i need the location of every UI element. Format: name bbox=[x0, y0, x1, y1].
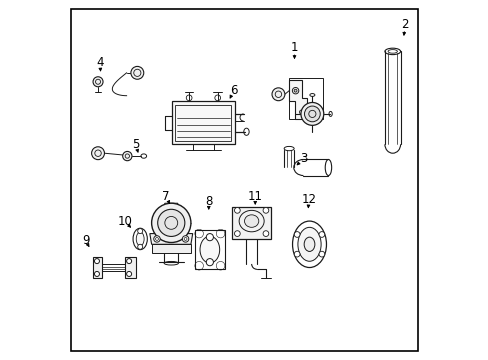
Circle shape bbox=[138, 229, 142, 234]
Circle shape bbox=[206, 258, 213, 266]
Circle shape bbox=[263, 231, 268, 237]
Polygon shape bbox=[288, 80, 306, 119]
Text: 7: 7 bbox=[162, 190, 169, 203]
Circle shape bbox=[234, 207, 240, 213]
Circle shape bbox=[304, 106, 320, 122]
Circle shape bbox=[206, 234, 213, 241]
Circle shape bbox=[93, 77, 103, 87]
Text: 4: 4 bbox=[96, 55, 103, 69]
Circle shape bbox=[318, 251, 324, 257]
Circle shape bbox=[126, 271, 131, 276]
Ellipse shape bbox=[244, 215, 258, 227]
Polygon shape bbox=[172, 102, 234, 144]
Circle shape bbox=[271, 88, 285, 101]
Circle shape bbox=[131, 66, 143, 79]
Circle shape bbox=[294, 231, 299, 237]
Circle shape bbox=[294, 89, 296, 92]
Circle shape bbox=[294, 251, 299, 257]
Circle shape bbox=[263, 207, 268, 213]
Circle shape bbox=[138, 244, 142, 249]
Text: 8: 8 bbox=[204, 195, 212, 208]
Circle shape bbox=[153, 236, 160, 242]
Polygon shape bbox=[151, 244, 190, 253]
Polygon shape bbox=[163, 203, 179, 210]
Circle shape bbox=[94, 271, 99, 276]
Text: 9: 9 bbox=[81, 234, 89, 247]
Ellipse shape bbox=[297, 227, 321, 261]
Polygon shape bbox=[149, 234, 192, 244]
Text: 12: 12 bbox=[301, 193, 316, 206]
Polygon shape bbox=[124, 257, 135, 278]
Text: 10: 10 bbox=[117, 215, 132, 228]
Circle shape bbox=[157, 209, 184, 237]
Ellipse shape bbox=[304, 237, 314, 251]
Circle shape bbox=[151, 203, 190, 243]
Circle shape bbox=[91, 147, 104, 159]
Circle shape bbox=[126, 258, 131, 264]
Ellipse shape bbox=[136, 232, 144, 246]
Text: 1: 1 bbox=[290, 41, 298, 54]
Text: 2: 2 bbox=[401, 18, 408, 31]
Circle shape bbox=[182, 236, 188, 242]
Text: 5: 5 bbox=[132, 138, 139, 151]
Circle shape bbox=[318, 231, 324, 237]
Text: 3: 3 bbox=[299, 152, 306, 165]
Circle shape bbox=[300, 103, 323, 125]
Circle shape bbox=[122, 152, 132, 161]
Text: 11: 11 bbox=[247, 190, 262, 203]
Polygon shape bbox=[93, 257, 102, 278]
Circle shape bbox=[94, 258, 99, 264]
Ellipse shape bbox=[200, 236, 219, 263]
Circle shape bbox=[234, 231, 240, 237]
Polygon shape bbox=[231, 207, 271, 239]
Text: 6: 6 bbox=[229, 84, 237, 97]
